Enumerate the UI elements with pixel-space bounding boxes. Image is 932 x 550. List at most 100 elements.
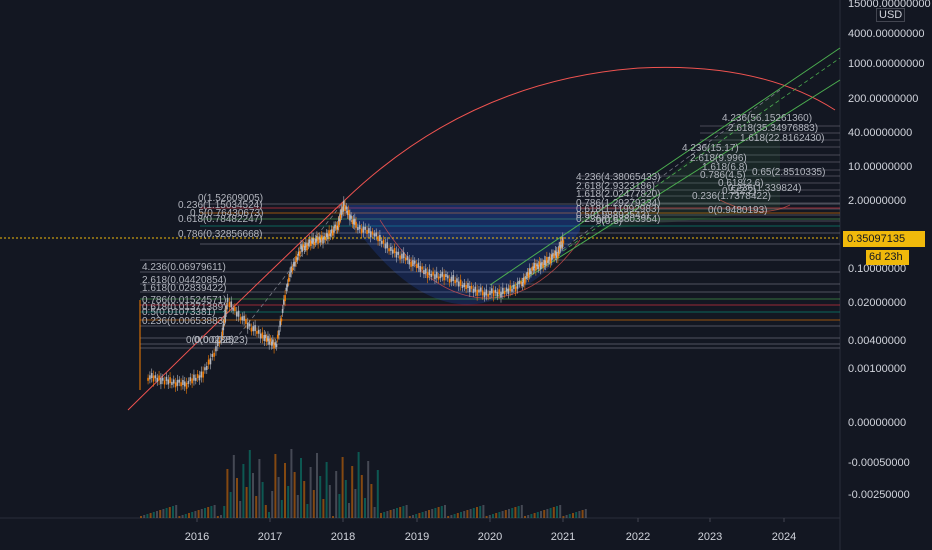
candle-body xyxy=(194,377,197,381)
candle-body xyxy=(459,279,462,286)
candle-body xyxy=(345,206,348,210)
volume-bar xyxy=(252,473,254,518)
volume-bar xyxy=(386,511,389,518)
candle-body xyxy=(537,264,540,269)
candle-body xyxy=(408,259,411,265)
candle-body xyxy=(560,245,562,249)
current-price-badge: 0.35097135 xyxy=(843,231,925,247)
candle-body xyxy=(317,237,319,244)
candle-body xyxy=(284,295,286,302)
channel-lower[interactable] xyxy=(494,79,841,299)
candle-body xyxy=(463,283,466,288)
volume-bar xyxy=(437,507,440,518)
candle-body xyxy=(516,282,519,289)
candle-body xyxy=(154,375,157,379)
candle-body xyxy=(530,271,532,275)
candle-body xyxy=(489,290,491,295)
candle-body xyxy=(187,380,190,384)
candle-body xyxy=(491,288,493,294)
price-axis[interactable]: 15000.00000000 4000.00000000 1000.00000000… xyxy=(848,0,931,501)
candle-body xyxy=(336,225,339,230)
candle-body xyxy=(509,285,511,292)
small-cup-curve[interactable] xyxy=(719,199,791,212)
trend-dashed-1[interactable] xyxy=(234,199,346,341)
candle-body xyxy=(518,281,521,285)
fib-level-label: 0.5(0.98893543) xyxy=(576,210,649,221)
candle-body xyxy=(191,378,193,384)
volume-bar xyxy=(274,454,277,518)
shaded-cup xyxy=(340,205,580,305)
volume-bar xyxy=(383,512,386,518)
volume-bar xyxy=(565,515,568,518)
channel-upper[interactable] xyxy=(489,47,841,286)
price-tick-label: 0.10000000 xyxy=(848,263,906,275)
arc-curve[interactable] xyxy=(127,66,836,411)
candle-body xyxy=(357,227,359,231)
candle-body xyxy=(298,251,301,257)
volume-bar xyxy=(268,512,270,518)
price-tick-label: 0.00000000 xyxy=(848,417,906,429)
volume-bar xyxy=(191,512,194,518)
candle-body xyxy=(147,377,149,381)
candle-body xyxy=(241,316,244,321)
candle-body xyxy=(270,341,273,346)
volume-bar xyxy=(460,512,462,518)
candle-body xyxy=(325,233,328,238)
volume-bar xyxy=(210,506,213,518)
candle-body xyxy=(161,377,164,381)
volume-bar xyxy=(476,507,478,518)
candle-body xyxy=(448,278,451,283)
volume-bar xyxy=(488,515,491,518)
volume-bar xyxy=(466,510,469,518)
volume-bar xyxy=(207,507,210,518)
candle-body xyxy=(480,287,482,292)
candle-body xyxy=(307,242,310,246)
candle-body xyxy=(226,297,229,302)
candle-body xyxy=(535,264,537,271)
candle-body xyxy=(250,327,253,332)
candle-body xyxy=(256,330,258,334)
candle-body xyxy=(522,277,525,283)
volume-bar xyxy=(511,508,514,518)
price-tick-label: 10.00000000 xyxy=(848,161,912,173)
candle-body xyxy=(301,245,304,252)
volume-bar xyxy=(549,508,552,518)
candle-body xyxy=(513,284,515,289)
candle-body xyxy=(226,305,228,310)
volume-bar xyxy=(367,461,370,518)
candle-body xyxy=(526,271,529,276)
time-tick-label: 2022 xyxy=(626,531,650,543)
candle-body xyxy=(308,239,311,244)
volume-bar xyxy=(472,508,475,518)
candle-body xyxy=(349,214,351,221)
channel-fill xyxy=(600,88,780,230)
volume-bar xyxy=(536,512,539,518)
candle-body xyxy=(478,289,480,293)
volume-bar xyxy=(284,463,286,518)
candle-body xyxy=(306,244,308,251)
volume-bar xyxy=(581,510,584,518)
candle-body xyxy=(152,375,155,382)
candle-body xyxy=(218,340,221,344)
fib-level-label: 2.618(2.9323186) xyxy=(576,181,655,192)
candle-body xyxy=(230,301,233,308)
fib-level-label: 2.618(0.04420854) xyxy=(142,275,227,286)
volume-bar xyxy=(149,513,152,518)
candle-body xyxy=(350,215,352,219)
volume-bar xyxy=(546,509,549,518)
volume-bar xyxy=(543,510,546,518)
candle-body xyxy=(259,333,262,339)
candle-body xyxy=(352,219,355,225)
time-axis[interactable]: 2016 2017 2018 2019 2020 2021 2022 2023 2024 xyxy=(185,518,796,543)
volume-bar xyxy=(146,514,149,518)
channel-mid[interactable] xyxy=(499,57,841,296)
candle-body xyxy=(178,379,181,383)
volume-bar xyxy=(223,506,226,518)
volume-bar xyxy=(341,457,344,518)
volume-bar xyxy=(204,508,206,518)
candle-body xyxy=(302,244,305,248)
candle-body xyxy=(511,288,513,292)
candle-body xyxy=(330,229,333,234)
volume-bar xyxy=(140,516,142,518)
